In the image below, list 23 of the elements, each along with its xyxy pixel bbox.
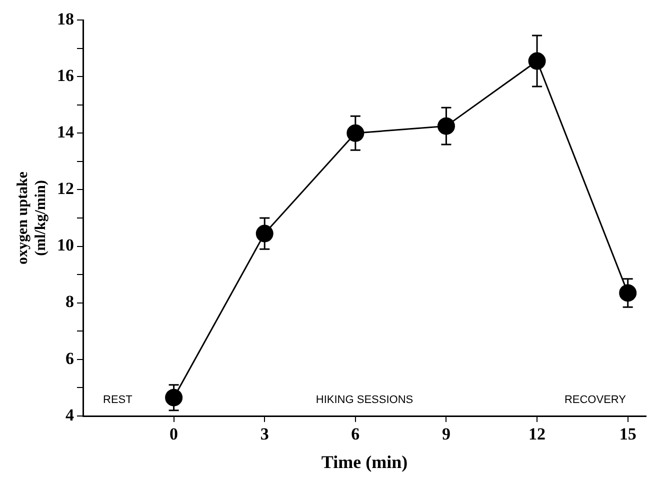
y-tick-label: 14 <box>57 122 74 142</box>
x-tick-label: 15 <box>619 424 636 444</box>
y-tick-label: 10 <box>57 236 74 255</box>
annotation: HIKING SESSIONS <box>316 394 414 406</box>
y-axis-title: oxygen uptake (ml/kg/min) <box>14 171 49 264</box>
y-tick-label: 8 <box>66 292 74 312</box>
x-axis-title: Time (min) <box>321 452 408 472</box>
y-tick-label: 6 <box>66 348 74 368</box>
x-tick-label: 3 <box>260 424 269 444</box>
x-tick-label: 12 <box>528 424 546 444</box>
point <box>437 117 455 135</box>
x-tick-label: 6 <box>351 424 360 444</box>
x-tick-label: 9 <box>442 424 450 444</box>
point <box>165 388 183 406</box>
y-tick-label: 4 <box>66 405 74 424</box>
x-tick-label: 0 <box>170 424 178 444</box>
annotation: REST <box>103 394 133 406</box>
y-tick-label: 18 <box>57 9 74 28</box>
annotation: RECOVERY <box>564 394 627 406</box>
y-tick-label: 16 <box>57 66 74 85</box>
point <box>346 124 364 142</box>
point <box>619 284 637 302</box>
y-tick-label: 12 <box>57 179 74 198</box>
